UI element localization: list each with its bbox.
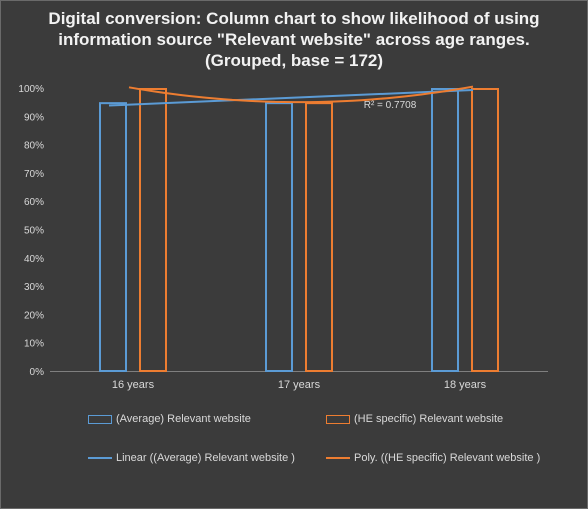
bar-he-2 [305,102,333,373]
bar-average-1 [99,102,127,373]
legend-label-linear: Linear ((Average) Relevant website ) [116,452,295,464]
bar-he-3 [471,88,499,372]
y-tick-label: 50% [24,226,44,237]
legend-item-linear-trend: Linear ((Average) Relevant website ) [88,452,295,464]
r-squared-label: R² = 0.7708 [364,100,417,111]
y-tick-label: 70% [24,169,44,180]
y-tick-label: 40% [24,254,44,265]
legend-swatch-he [326,414,350,424]
legend-label-poly: Poly. ((HE specific) Relevant website ) [354,452,541,464]
legend-item-average-series: (Average) Relevant website [88,413,251,425]
bar-average-2 [265,102,293,373]
trendline-linear [108,89,474,107]
legend-label-average: (Average) Relevant website [116,413,251,425]
y-tick-label: 20% [24,310,44,321]
y-tick-label: 100% [18,84,44,95]
x-category-label: 18 years [444,379,487,391]
bar-average-3 [431,88,459,372]
legend-swatch-linear [88,457,112,459]
chart-title: Digital conversion: Column chart to show… [48,9,540,70]
y-tick-label: 30% [24,282,44,293]
y-tick-label: 80% [24,141,44,152]
y-tick-label: 60% [24,197,44,208]
legend-item-poly-trend: Poly. ((HE specific) Relevant website ) [326,452,540,464]
y-tick-label: 10% [24,339,44,350]
legend-label-he: (HE specific) Relevant website [354,413,504,425]
y-tick-label: 0% [30,367,45,378]
legend-swatch-average [88,414,112,424]
x-category-label: 16 years [112,379,155,391]
legend-item-he-series: (HE specific) Relevant website [326,413,503,425]
legend-swatch-poly [326,457,350,459]
x-category-label: 17 years [278,379,321,391]
trendline-poly [128,85,474,104]
bar-he-1 [139,88,167,372]
y-tick-label: 90% [24,112,44,123]
